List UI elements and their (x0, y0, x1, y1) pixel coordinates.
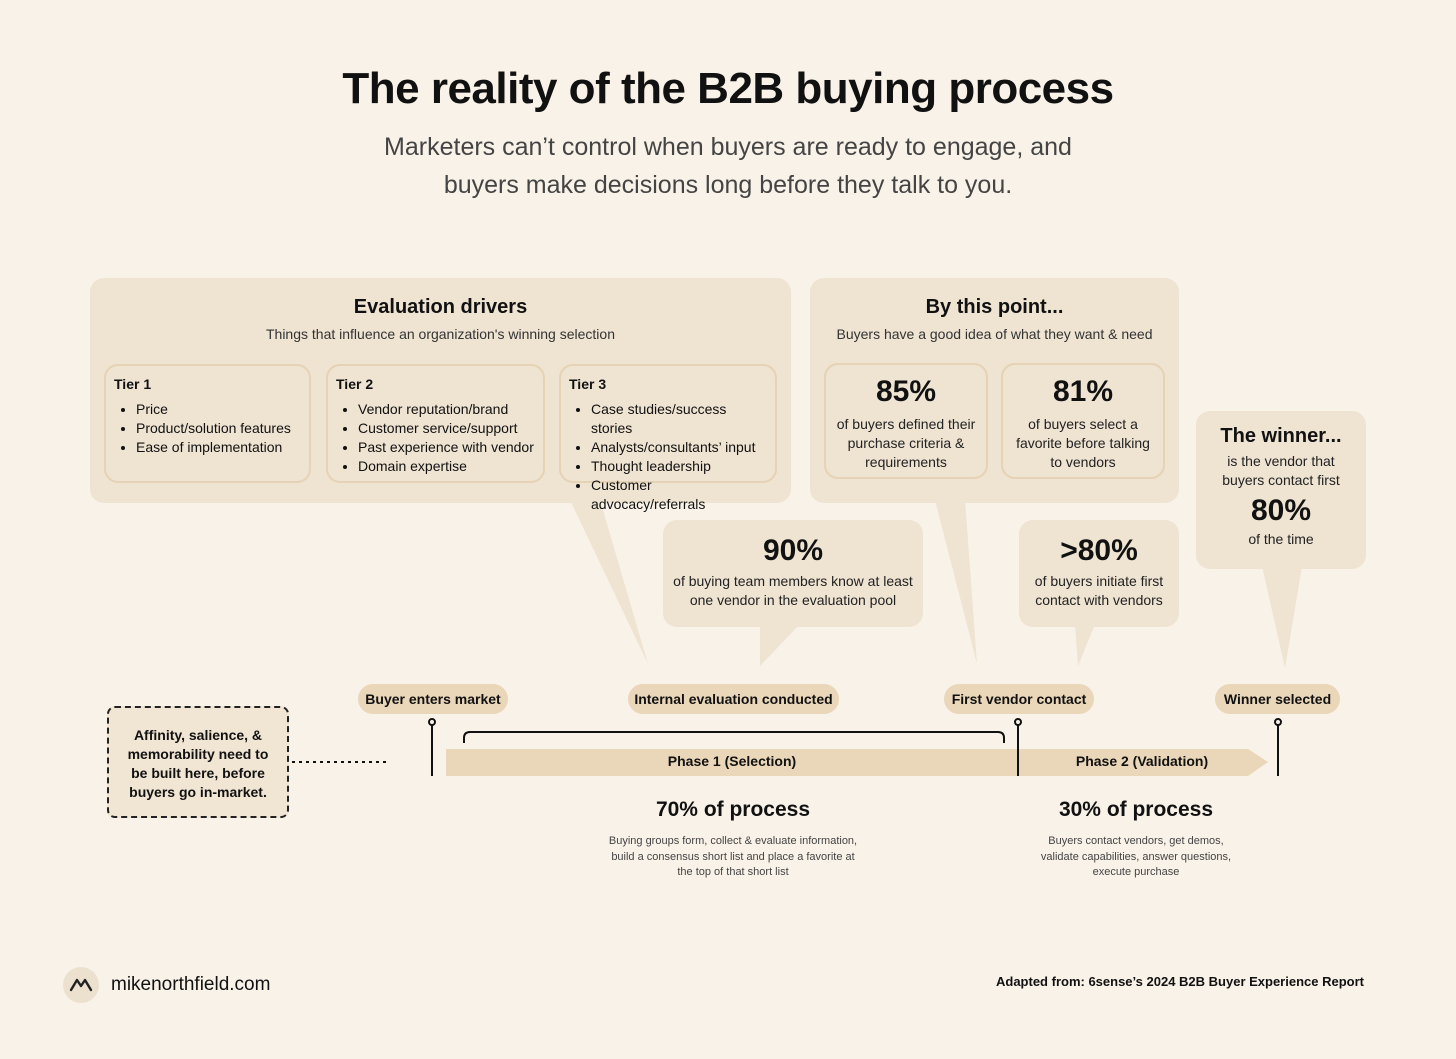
by-this-point-tail (935, 500, 977, 664)
phase-2-description: Buyers contact vendors, get demos, valid… (986, 834, 1286, 881)
evaluation-drivers-panel: Evaluation drivers Things that influence… (90, 278, 791, 512)
desc-line: execute purchase (1092, 866, 1180, 878)
milestone-winner-selected: Winner selected (1215, 684, 1340, 714)
stat-value: 81% (1052, 375, 1114, 408)
callout-90-value: 90% (762, 534, 824, 567)
winner-title: The winner... (1220, 425, 1342, 447)
evaluation-drivers-subtitle: Things that influence an organization's … (265, 326, 615, 342)
stat-line: purchase criteria & (847, 435, 965, 451)
tier-1-list: Price Product/solution features Ease of … (114, 400, 301, 457)
list-item: Customer advocacy/referrals (591, 476, 767, 514)
callout-90-line: one vendor in the evaluation pool (689, 592, 897, 608)
milestone-internal-evaluation: Internal evaluation conducted (628, 684, 839, 714)
phase-2-label: Phase 2 (Validation) (1075, 753, 1209, 769)
list-item: Product/solution features (136, 419, 301, 438)
list-item: Thought leadership (591, 457, 767, 476)
winner-callout: The winner... is the vendor that buyers … (1196, 411, 1366, 569)
winner-line: buyers contact first (1222, 472, 1340, 488)
stat-line: to vendors (1050, 454, 1116, 470)
callout-80-line: contact with vendors (1035, 592, 1163, 608)
note-line: Affinity, salience, & (133, 727, 263, 743)
winner-line: is the vendor that (1227, 453, 1335, 469)
callout-90-line: of buying team members know at least (673, 573, 913, 589)
milestone-first-vendor-contact: First vendor contact (944, 684, 1094, 714)
tier-1-card: Tier 1 Price Product/solution features E… (104, 364, 311, 483)
mountain-logo-icon (69, 978, 93, 992)
page-title: The reality of the B2B buying process (342, 64, 1114, 113)
callout-80: >80% of buyers initiate first contact wi… (1019, 520, 1179, 627)
phase-1-description: Buying groups form, collect & evaluate i… (533, 834, 933, 881)
list-item: Vendor reputation/brand (358, 400, 535, 419)
winner-value: 80% (1250, 494, 1312, 527)
footer-site[interactable]: mikenorthfield.com (111, 974, 271, 995)
list-item: Customer service/support (358, 419, 535, 438)
callout-80-tail (1075, 624, 1095, 666)
phase-1-label: Phase 1 (Selection) (667, 753, 797, 769)
pre-market-note: Affinity, salience, & memorability need … (107, 706, 289, 818)
tier-2-name: Tier 2 (336, 376, 374, 392)
stat-line: of buyers select a (1028, 416, 1138, 432)
stat-card-85: 85% of buyers defined their purchase cri… (824, 363, 988, 479)
note-line: be built here, before (131, 765, 265, 781)
stat-line: favorite before talking (1016, 435, 1150, 451)
callout-80-value: >80% (1060, 534, 1138, 567)
page-subtitle: Marketers can’t control when buyers are … (328, 128, 1128, 204)
winner-line: of the time (1248, 531, 1314, 547)
phase1-bracket (463, 731, 1005, 743)
note-line: memorability need to (127, 746, 269, 762)
tier-3-card: Tier 3 Case studies/success stories Anal… (559, 364, 777, 512)
tier-3-name: Tier 3 (569, 376, 607, 392)
list-item: Analysts/consultants’ input (591, 438, 767, 457)
note-line: buyers go in-market. (129, 784, 267, 800)
list-item: Price (136, 400, 301, 419)
stat-line: requirements (865, 454, 947, 470)
tier-2-card: Tier 2 Vendor reputation/brand Customer … (326, 364, 545, 483)
list-item: Past experience with vendor (358, 438, 535, 457)
tier-3-list: Case studies/success stories Analysts/co… (569, 400, 767, 514)
stat-card-81: 81% of buyers select a favorite before t… (1001, 363, 1165, 479)
phase-1-percent: 70% of process (655, 798, 811, 821)
timeline-bar (446, 749, 1268, 776)
milestone-buyer-enters-market: Buyer enters market (358, 684, 508, 714)
list-item: Case studies/success stories (591, 400, 767, 438)
callout-90: 90% of buying team members know at least… (663, 520, 923, 627)
evaluation-drivers-title: Evaluation drivers (353, 296, 528, 318)
callout-80-line: of buyers initiate first (1034, 573, 1164, 589)
subtitle-line-2: buyers make decisions long before they t… (443, 171, 1013, 199)
stat-value: 85% (875, 375, 937, 408)
desc-line: the top of that short list (677, 866, 789, 878)
winner-tail (1262, 566, 1302, 668)
tier-2-list: Vendor reputation/brand Customer service… (336, 400, 535, 476)
list-item: Domain expertise (358, 457, 535, 476)
stat-line: of buyers defined their (836, 416, 976, 432)
site-logo (63, 967, 99, 1003)
desc-line: Buying groups form, collect & evaluate i… (608, 835, 858, 847)
phase-2-percent: 30% of process (1058, 798, 1214, 821)
desc-line: Buyers contact vendors, get demos, (1048, 835, 1224, 847)
desc-line: build a consensus short list and place a… (611, 850, 855, 863)
tier-1-name: Tier 1 (114, 376, 152, 392)
desc-line: validate capabilities, answer questions, (1040, 850, 1232, 863)
footer-source: Adapted from: 6sense’s 2024 B2B Buyer Ex… (996, 974, 1364, 989)
evaluation-drivers-tail (570, 500, 648, 664)
by-this-point-title: By this point... (925, 296, 1064, 318)
subtitle-line-1: Marketers can’t control when buyers are … (384, 133, 1072, 161)
list-item: Ease of implementation (136, 438, 301, 457)
by-this-point-subtitle: Buyers have a good idea of what they wan… (836, 326, 1153, 342)
callout-90-tail (760, 624, 800, 666)
by-this-point-panel: By this point... Buyers have a good idea… (810, 278, 1179, 503)
